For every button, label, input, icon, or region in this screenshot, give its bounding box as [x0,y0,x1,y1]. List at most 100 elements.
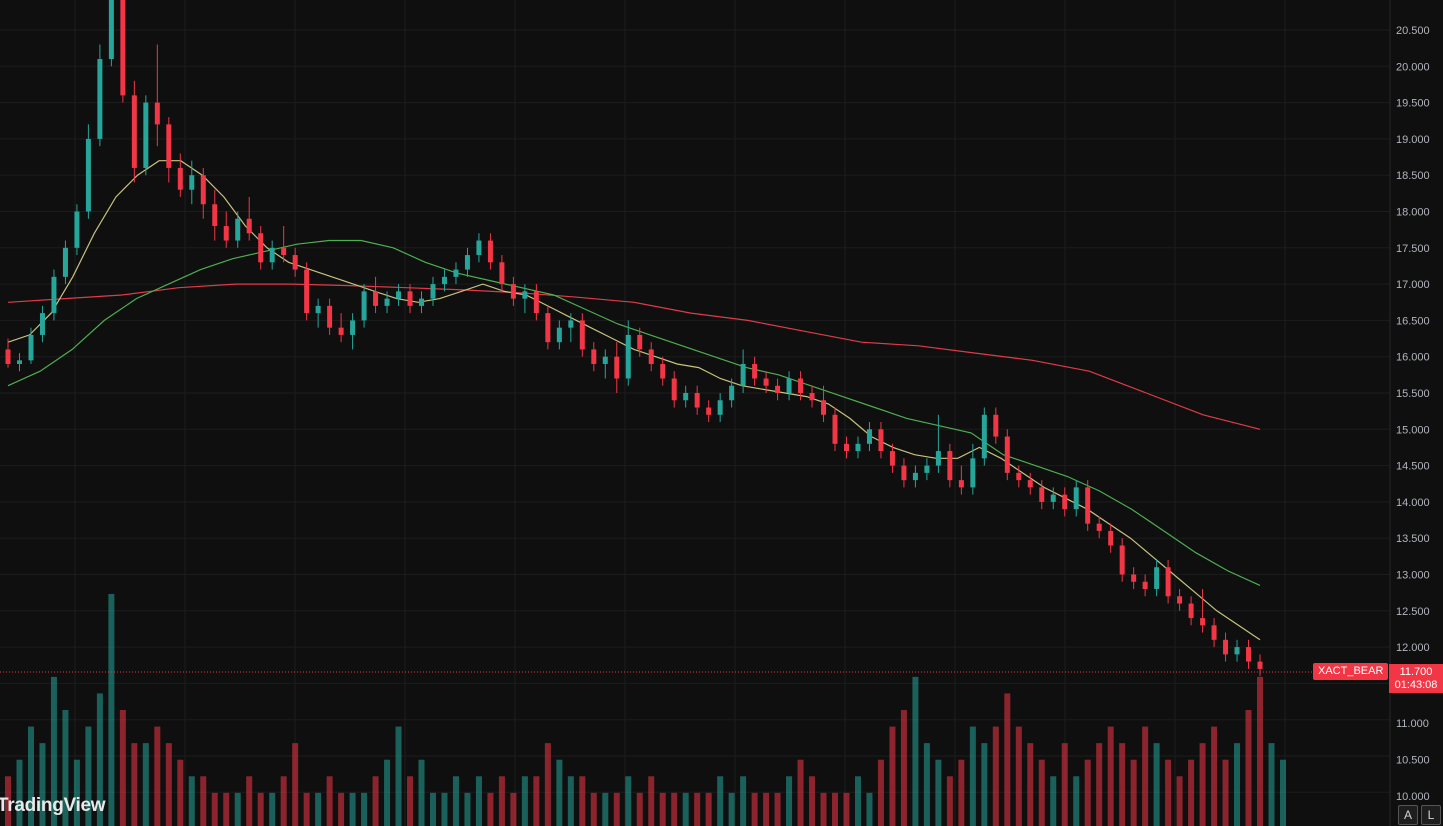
volume-bar [1096,743,1103,826]
candle-body [16,360,22,364]
volume-bar [498,776,505,826]
volume-bar [96,693,103,826]
volume-bar [142,743,149,826]
bar-countdown: 01:43:08 [1394,679,1438,691]
volume-bar [475,776,482,826]
volume-bar [1061,743,1068,826]
volume-bar [429,792,436,826]
candle-body [556,327,562,343]
candle-body [912,472,918,481]
candle-body [281,247,287,256]
volume-bar [338,792,345,826]
volume-bar [303,792,310,826]
volume-bar [292,743,299,826]
volume-bar [728,792,735,826]
candle-body [350,320,356,335]
candle-body [62,247,68,277]
volume-bar [407,776,414,826]
candle-body [958,480,964,488]
candle-body [396,291,402,299]
volume-bar [1165,759,1172,826]
y-tick-label: 17.500 [1396,243,1430,255]
candle-body [671,378,677,401]
candle-body [269,247,275,263]
candle-body [177,167,183,190]
volume-bar [797,759,804,826]
volume-bar [694,792,701,826]
candle-body [1108,530,1114,546]
y-tick-label: 12.500 [1396,606,1430,618]
candle-body [200,175,206,205]
candle-body [1200,618,1206,626]
volume-bar [119,710,126,826]
volume-bar [705,792,712,826]
candle-body [947,451,953,481]
candle-body [1211,625,1217,640]
auto-scale-button[interactable]: A [1398,805,1418,825]
candle-body [614,356,620,379]
volume-bar [39,743,46,826]
volume-bar [5,776,11,826]
volume-bar [269,792,276,826]
candle-body [1165,567,1171,597]
candle-body [970,458,976,488]
volume-bar [1119,743,1126,826]
candle-body [407,291,413,306]
candle-body [1096,523,1102,531]
candle-body [648,349,654,364]
candle-body [292,255,298,270]
volume-bar [1015,726,1022,826]
volume-bar [625,776,632,826]
candle-body [533,291,539,314]
y-tick-label: 13.000 [1396,570,1430,582]
y-tick-label: 20.500 [1396,25,1430,37]
volume-bar [1038,759,1045,826]
candle-body [1131,574,1137,582]
candle-body [131,95,137,168]
volume-bar [384,759,391,826]
candle-body [924,465,930,473]
volume-bar [751,792,758,826]
volume-bars [5,594,1286,826]
candle-body [1016,472,1022,481]
candle-body [441,276,447,285]
volume-bar [200,776,207,826]
y-tick-label: 16.000 [1396,352,1430,364]
candle-body [315,305,321,314]
volume-bar [510,792,517,826]
candle-body [729,385,735,401]
volume-bar [1279,759,1286,826]
volume-bar [73,759,80,826]
candle-body [1246,647,1252,662]
y-tick-label: 19.500 [1396,98,1430,110]
candle-body [763,378,769,386]
y-tick-label: 14.500 [1396,461,1430,473]
volume-bar [900,710,907,826]
candle-body [246,218,252,234]
symbol-label: XACT_BEAR [1313,663,1389,680]
candle-body [1073,487,1079,510]
candle-body [694,393,700,408]
volume-bar [613,792,620,826]
candle-body [843,443,849,452]
candle-body [625,334,631,379]
candle-body [143,102,149,168]
candle-body [338,327,344,335]
volume-bar [1153,743,1160,826]
volume-bar [786,776,793,826]
volume-bar [602,792,609,826]
candle-body [740,363,746,386]
candle-body [1050,494,1056,502]
candle-body [660,363,666,379]
volume-bar [866,792,873,826]
candle-body [683,393,689,401]
volume-bar [1245,710,1252,826]
volume-bar [636,792,643,826]
candle-body [706,407,712,415]
log-scale-button[interactable]: L [1421,805,1441,825]
y-tick-label: 14.000 [1396,497,1430,509]
candle-body [327,305,333,328]
candle-body [798,378,804,393]
volume-bar [16,759,23,826]
